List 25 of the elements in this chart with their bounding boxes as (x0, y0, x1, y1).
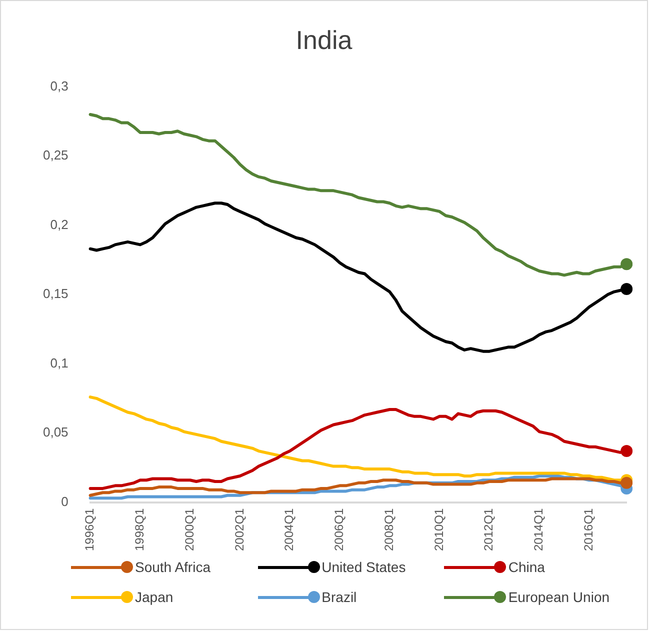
x-tick-label: 2010Q1 (432, 508, 446, 551)
x-tick-label: 2012Q1 (482, 508, 496, 551)
legend-label: Japan (135, 589, 174, 605)
x-tick-label: 2014Q1 (532, 508, 546, 551)
y-tick-label: 0,1 (50, 355, 68, 370)
x-tick-label: 2016Q1 (581, 508, 596, 551)
legend-label: United States (322, 559, 406, 575)
y-tick-label: 0,15 (42, 286, 68, 302)
legend-label: Brazil (322, 589, 357, 605)
y-tick-label: 0,05 (42, 424, 68, 440)
y-tick-label: 0,25 (42, 148, 68, 163)
x-tick-label: 2002Q1 (232, 508, 246, 551)
chart-title: India (294, 25, 354, 56)
x-tick-label: 1996Q1 (82, 508, 97, 551)
x-tick-label: 2006Q1 (332, 508, 346, 551)
x-tick-label: 2008Q1 (382, 508, 396, 551)
x-tick-label: 2000Q1 (182, 508, 196, 551)
y-tick-label: 0,2 (50, 216, 68, 232)
y-tick-label: 0 (61, 494, 68, 509)
x-tick-label: 2004Q1 (282, 508, 296, 551)
x-tick-label: 1998Q1 (132, 508, 146, 551)
legend-label: China (508, 559, 545, 575)
legend-label: South Africa (135, 559, 210, 575)
y-tick-label: 0,3 (50, 78, 68, 94)
legend-label: European Union (508, 589, 610, 605)
